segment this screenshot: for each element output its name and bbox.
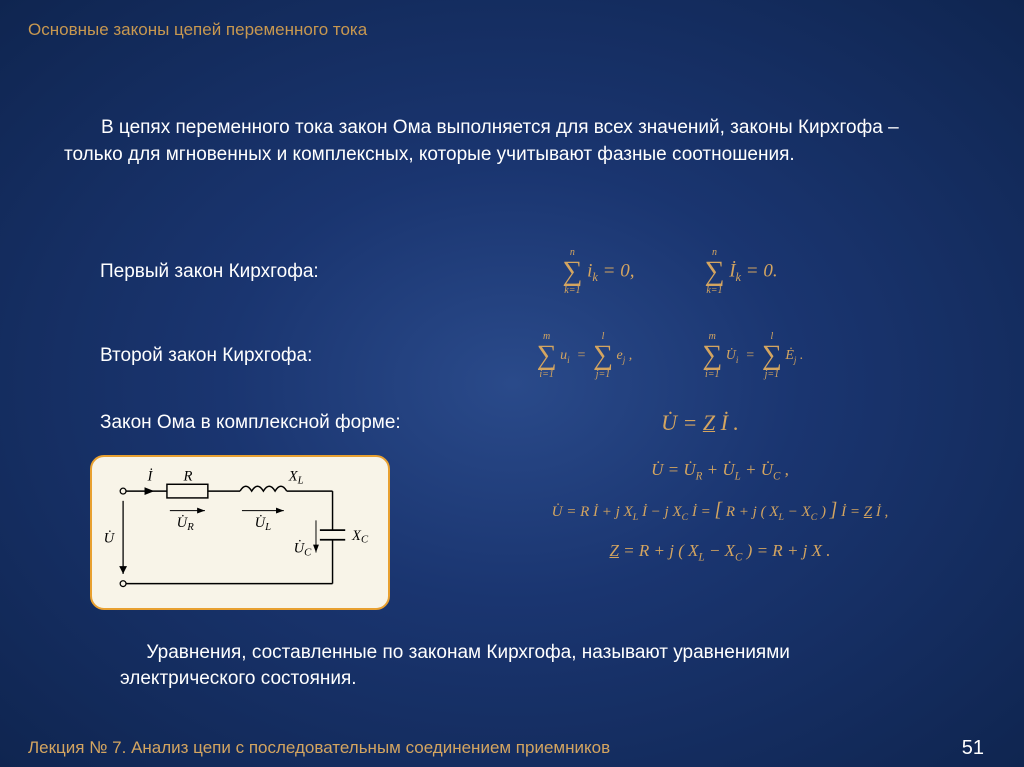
ohm-law-label: Закон Ома в комплексной форме: (100, 412, 440, 434)
intro-text: В цепях переменного тока закон Ома выпол… (64, 115, 944, 168)
sigma-icon: ∑ (704, 258, 724, 286)
sigma-icon: ∑ (702, 342, 722, 370)
sum-bot: k=1 (564, 286, 580, 296)
circuit-U-label: U̇ (104, 530, 116, 546)
slide-header: Основные законы цепей переменного тока (28, 20, 367, 40)
circuit-XL-label: XL (288, 468, 304, 486)
circuit-XC-label: XC (351, 528, 369, 546)
second-law-formula-2: m∑i=1 U̇i = l∑j=1 Ėj . (702, 332, 803, 380)
sigma-icon: ∑ (537, 342, 557, 370)
conclusion-text: Уравнения, составленные по законам Кирхг… (120, 640, 920, 691)
circuit-diagram: İ R XL U̇R U̇L U̇C XC U̇ (90, 455, 390, 610)
sigma-icon: ∑ (593, 342, 613, 370)
ohm-formula: U̇ = Z İ . (661, 410, 739, 436)
var: u (560, 348, 567, 363)
sum-bot: k=1 (706, 286, 722, 296)
var: Ė (785, 348, 794, 363)
circuit-I-label: İ (146, 468, 153, 484)
footer-bar: Лекция № 7. Анализ цепи с последовательн… (0, 729, 1024, 767)
first-law-formula-2: n∑k=1 İk = 0. (704, 248, 777, 296)
rhs: = 0. (741, 260, 778, 281)
rhs: . (796, 348, 803, 363)
rhs: = 0, (598, 260, 635, 281)
var: U̇ (726, 348, 736, 363)
circuit-UR-label: U̇R (177, 515, 195, 533)
first-law-formula-1: n∑k=1 ik = 0, (562, 248, 634, 296)
circuit-UC-label: U̇C (294, 540, 313, 558)
second-law-formula-1: m∑i=1 ui = l∑j=1 ej , (537, 332, 633, 380)
first-law-formulas: n∑k=1 ik = 0, n∑k=1 İk = 0. (380, 248, 960, 296)
conclusion-content: Уравнения, составленные по законам Кирхг… (120, 642, 790, 689)
footer-title: Лекция № 7. Анализ цепи с последовательн… (28, 738, 610, 758)
intro-content: В цепях переменного тока закон Ома выпол… (64, 117, 899, 165)
formula-line-3: Z = R + j ( XL − XC ) = R + j X . (460, 541, 980, 563)
sub: i (736, 355, 739, 365)
second-law-label: Второй закон Кирхгофа: (100, 345, 380, 367)
second-law-formulas: m∑i=1 ui = l∑j=1 ej , m∑i=1 U̇i = l∑j=1 … (380, 332, 960, 380)
ohm-law-formulas: U̇ = Z İ . (440, 410, 960, 436)
sum-bot: j=1 (596, 370, 611, 380)
sum-bot: j=1 (765, 370, 780, 380)
sum-bot: i=1 (539, 370, 554, 380)
derivation-formulas: U̇ = U̇R + U̇L + U̇C , U̇ = R İ + j XL İ… (460, 460, 980, 582)
rhs: , (625, 348, 632, 363)
first-law-label: Первый закон Кирхгофа: (100, 261, 380, 283)
second-law-row: Второй закон Кирхгофа: m∑i=1 ui = l∑j=1 … (100, 332, 960, 380)
sub: i (567, 355, 570, 365)
sigma-icon: ∑ (762, 342, 782, 370)
first-law-row: Первый закон Кирхгофа: n∑k=1 ik = 0, n∑k… (100, 248, 960, 296)
formula-line-1: U̇ = U̇R + U̇L + U̇C , (460, 460, 980, 482)
page-number: 51 (962, 737, 984, 760)
ohm-law-row: Закон Ома в комплексной форме: U̇ = Z İ … (100, 410, 960, 436)
circuit-R-label: R (182, 468, 192, 484)
formula-line-2: U̇ = R İ + j XL İ − j XC İ = [ R + j ( X… (460, 500, 980, 523)
circuit-UL-label: U̇L (255, 515, 272, 533)
sigma-icon: ∑ (562, 258, 582, 286)
sum-bot: i=1 (705, 370, 720, 380)
